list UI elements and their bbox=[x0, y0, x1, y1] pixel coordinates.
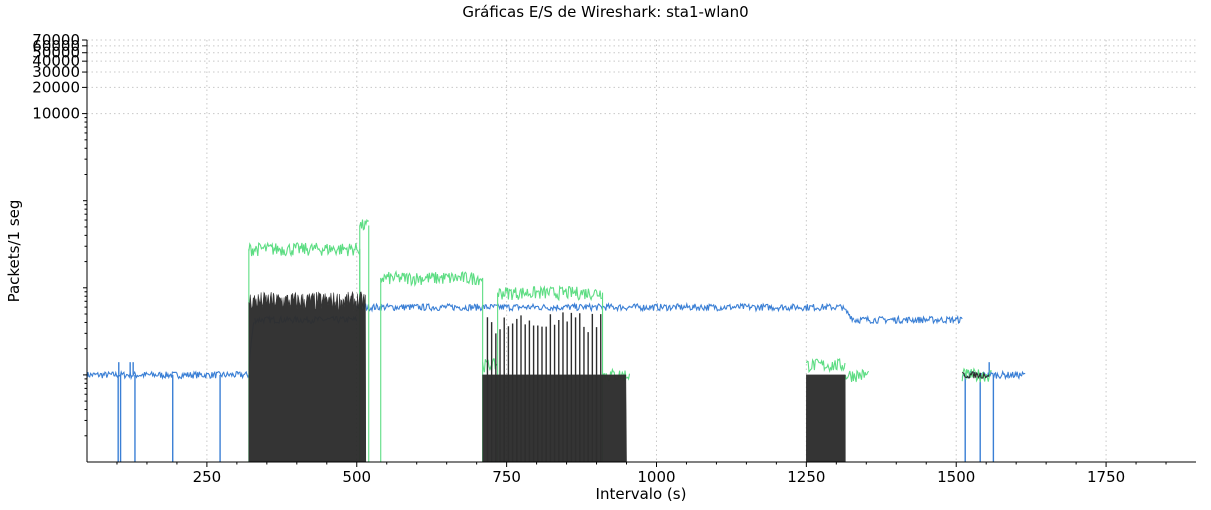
x-tick-label: 1000 bbox=[637, 468, 675, 486]
data-line bbox=[482, 358, 498, 373]
data-line bbox=[841, 304, 855, 324]
axes: 250 500 750 1000 1250 1500 1750 10000 2000030000… bbox=[32, 31, 1196, 486]
x-tick-label: 1250 bbox=[787, 468, 825, 486]
x-tick-label: 250 bbox=[193, 468, 222, 486]
data-line bbox=[853, 314, 963, 325]
x-tick-label: 1750 bbox=[1087, 468, 1125, 486]
series-layer bbox=[86, 218, 1026, 463]
data-line bbox=[805, 357, 846, 374]
y-tick-label: 30000 bbox=[32, 63, 80, 81]
x-tick-label: 500 bbox=[342, 468, 371, 486]
y-tick-label: 60000 bbox=[32, 37, 80, 55]
x-axis-label: Intervalo (s) bbox=[596, 485, 687, 503]
series-3 bbox=[248, 290, 990, 463]
y-tick-label: 10000 bbox=[32, 105, 80, 123]
chart-title: Gráficas E/S de Wireshark: sta1-wlan0 bbox=[462, 3, 749, 21]
data-line bbox=[497, 285, 603, 302]
y-axis-label: Packets/1 seg bbox=[5, 200, 23, 303]
x-tick-label: 1500 bbox=[937, 468, 975, 486]
data-line bbox=[86, 369, 250, 381]
y-tick-label: 70000 bbox=[32, 31, 80, 49]
x-tick-label: 750 bbox=[492, 468, 521, 486]
data-line bbox=[248, 241, 360, 258]
data-line bbox=[359, 218, 370, 231]
data-area bbox=[248, 290, 367, 463]
y-tick-label: 40000 bbox=[32, 52, 80, 70]
data-line bbox=[380, 270, 483, 287]
data-line bbox=[356, 301, 843, 313]
data-line bbox=[961, 371, 990, 379]
data-line bbox=[844, 368, 870, 383]
y-tick-label: 50000 bbox=[32, 44, 80, 62]
data-area bbox=[806, 374, 846, 463]
y-tick-label: 20000 bbox=[32, 78, 80, 96]
